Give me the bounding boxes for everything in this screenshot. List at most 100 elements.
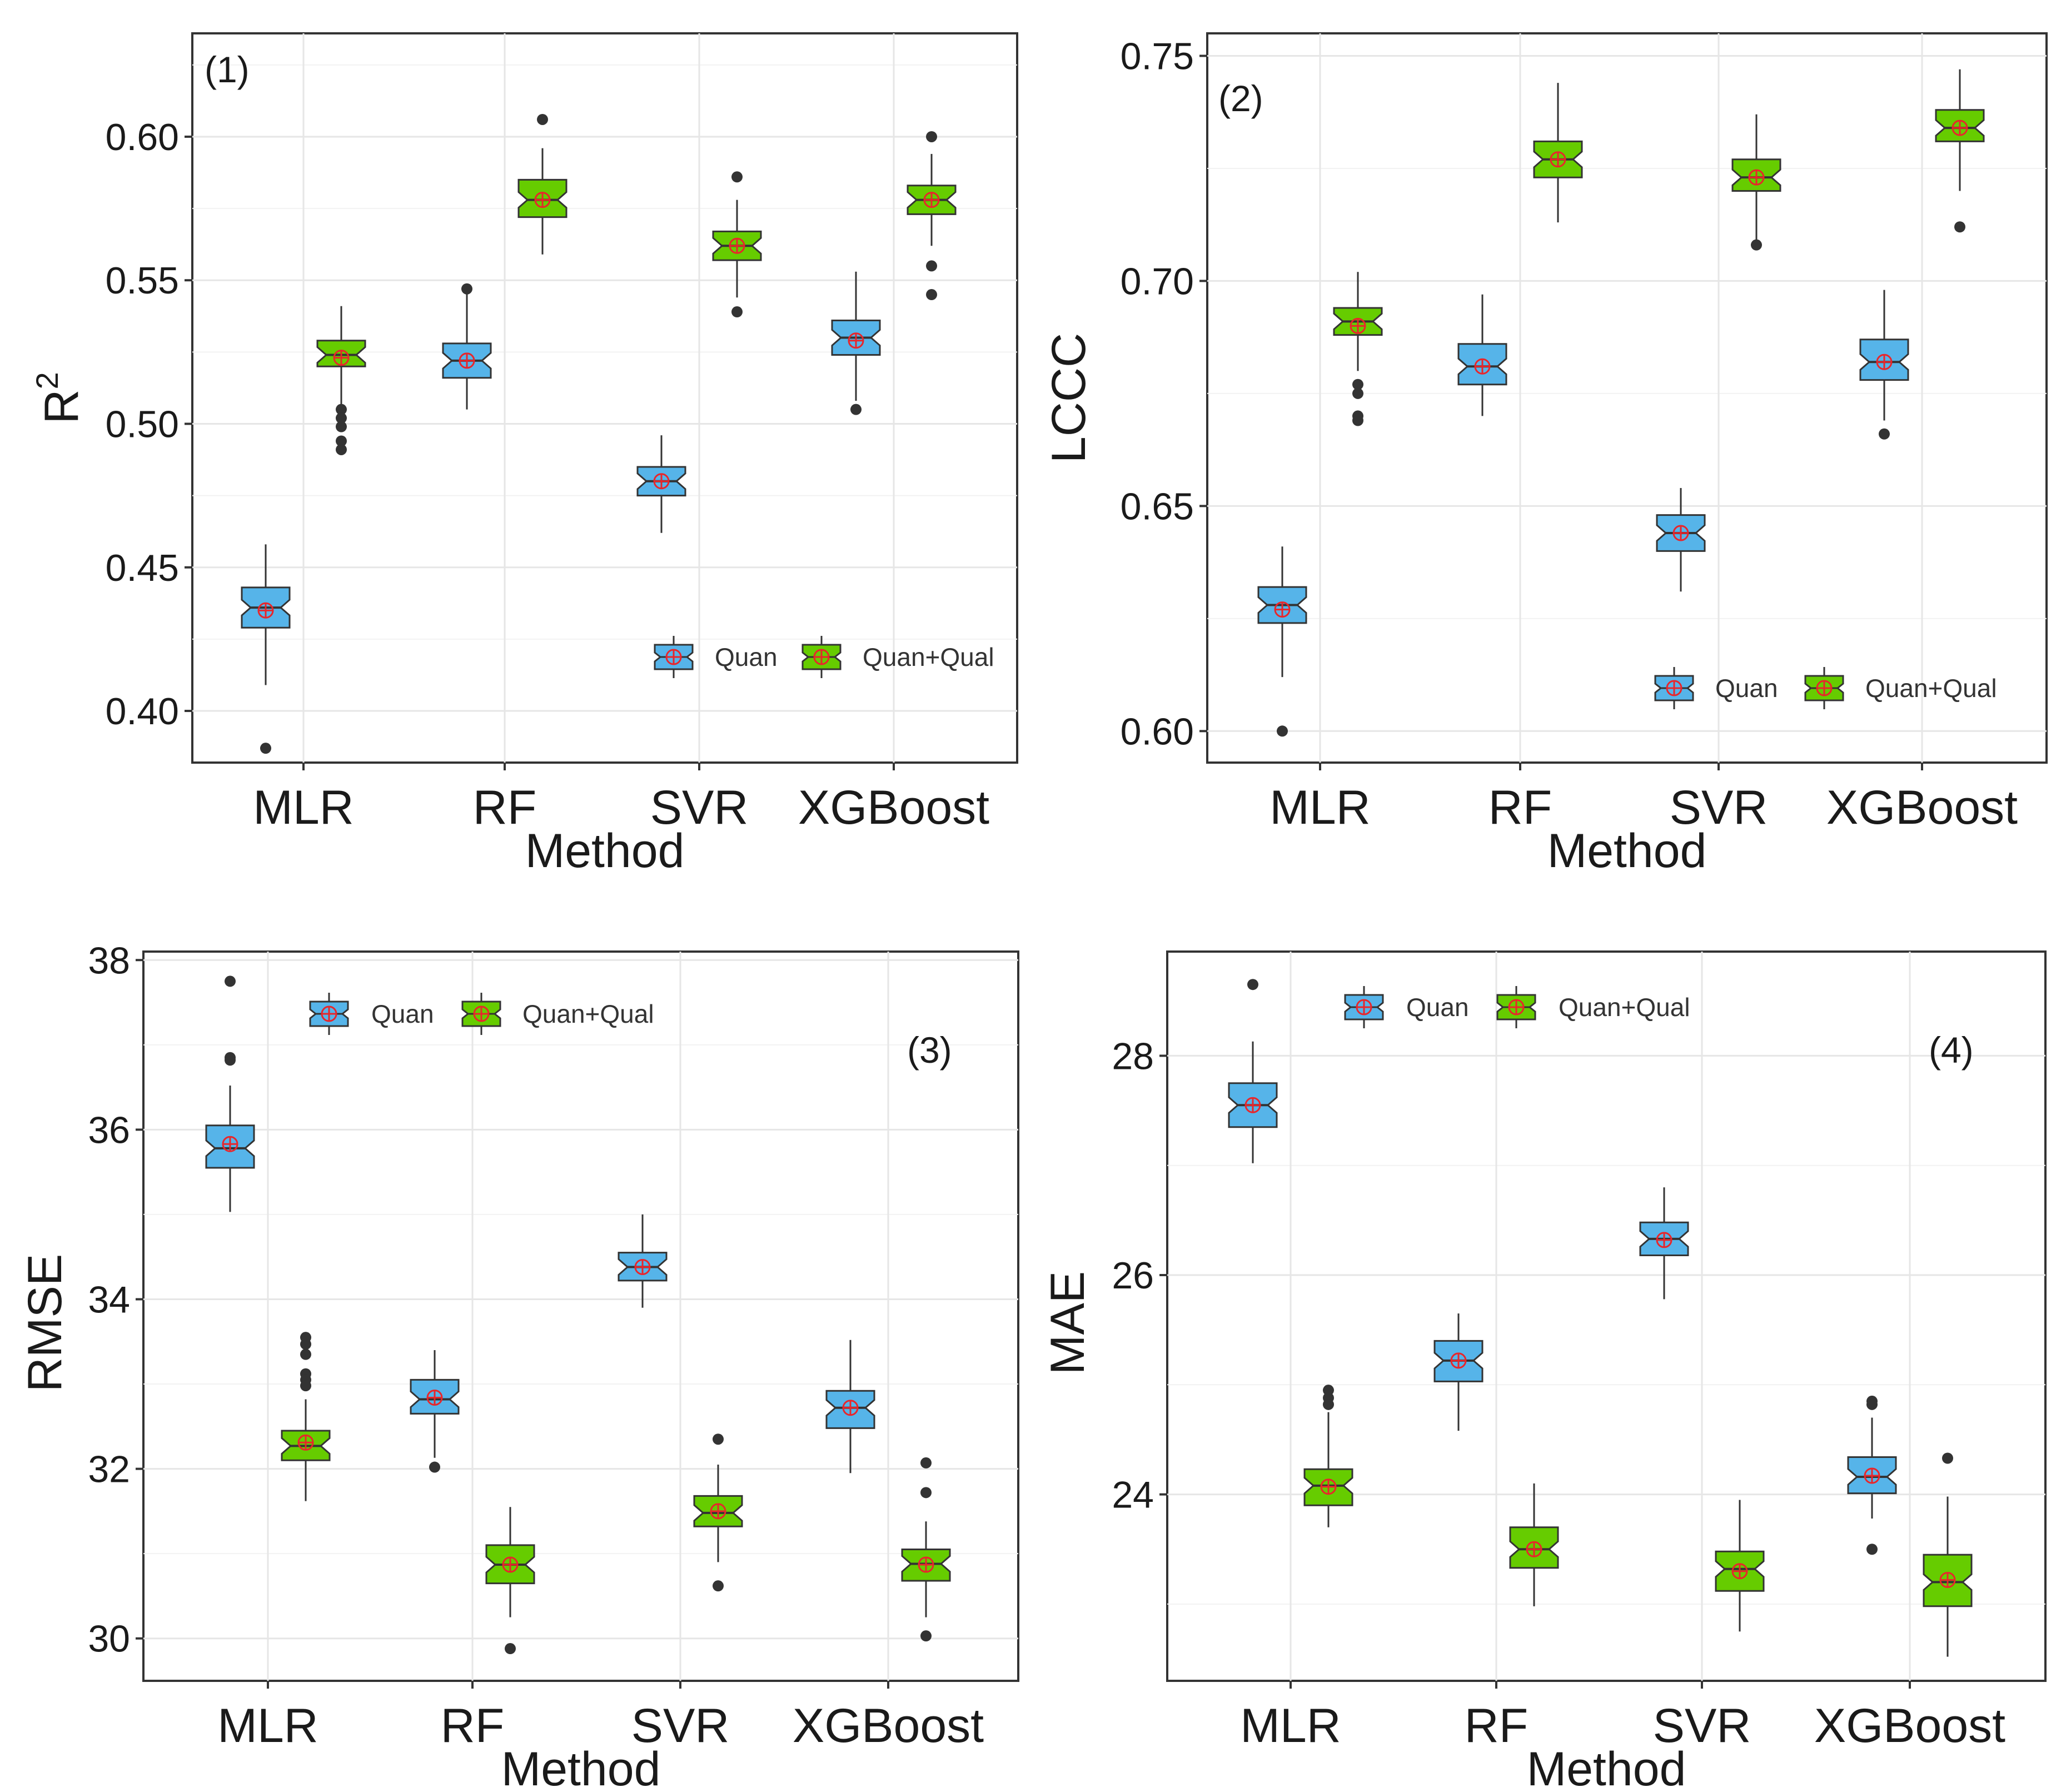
panel-3-category-rf: RF [441,1699,505,1753]
panel-1-y-title-base: R [35,390,88,424]
panel-2-quan-qual-svr-mean [1748,169,1765,186]
panel-4-category-rf: RF [1465,1699,1529,1753]
panel-3-quan-qual-xgboost-outlier-2 [920,1630,932,1642]
panel-2-quan-qual-mlr-outlier-0 [1352,379,1363,390]
panel-4-legend-quan-key [1344,986,1384,1028]
panel-3-quan-mlr-outlier-2 [225,1054,236,1066]
panel-4-category-mlr: MLR [1240,1699,1341,1753]
panel-2-quan-qual-svr-outlier-0 [1751,239,1762,251]
panel-1-quan-rf-box [442,283,492,410]
panel-4-legend-quan-key-mean-icon [1356,999,1372,1016]
panel-4-legend: Quan Quan+Qual [1344,986,1690,1028]
panel-2-quan-svr-mean [1672,525,1689,541]
panel-4-quan-qual-mlr-outlier-2 [1323,1398,1334,1410]
panel-4-legend-quan-label: Quan [1406,993,1469,1022]
panel-4-plot [1167,952,2045,1681]
panel-3-legend: Quan Quan+Qual [309,993,654,1035]
panel-3-quan-rf-outlier-0 [429,1461,440,1473]
panel-1-quan-qual-mlr-outlier-4 [336,444,347,455]
panel-2-quan-rf-box [1457,294,1507,416]
panel-3-quan-qual-mlr-outlier-1 [300,1338,311,1350]
panel-3-quan-mlr-outlier-0 [225,975,236,987]
panel-4-x-title: Method [1527,1743,1686,1792]
panel-4-quan-rf-mean [1450,1352,1467,1369]
panel-4-quan-qual-svr-box [1715,1500,1765,1632]
panel-4-quan-mlr-mean [1244,1097,1261,1113]
panel-1-y-tick-label-2: 0.50 [106,403,179,445]
panel-3-category-svr: SVR [631,1699,730,1753]
panel-1-plot [192,33,1017,763]
panel-1-y-tick-label-4: 0.60 [106,116,179,158]
panel-4-quan-qual-svr-mean [1731,1563,1748,1580]
panel-4-quan-qual-mlr-mean [1320,1479,1337,1495]
panel-4-quan-xgboost-mean [1864,1467,1880,1484]
panel-2-x-title: Method [1547,824,1707,878]
panel-1-quan-qual-mlr-box [316,306,366,455]
panel-1-y-title-sup: 2 [29,372,64,389]
panel-2-frame [1206,32,2048,764]
panel-2-y-tick-label-1: 0.65 [1121,485,1194,527]
panel-2-legend-quan-key-mean-icon [1666,680,1682,696]
panel-4-legend-qual-label: Quan+Qual [1559,993,1690,1022]
panel-2: (2) Method LCCC Quan Quan+Qual [1042,32,2048,878]
panel-3-tag: (3) [907,1029,952,1071]
panel-2-y-title: LCCC [1042,333,1096,463]
panel-1-quan-mlr-box [241,544,291,754]
panel-4-y-tick-label-1: 26 [1112,1255,1154,1297]
panel-3-y-tick-label-3: 36 [88,1109,130,1151]
panel-2-legend: Quan Quan+Qual [1654,667,1997,709]
panel-1-category-rf: RF [473,781,537,834]
panel-2-legend-quan-label: Quan [1715,674,1778,703]
panel-4-quan-qual-mlr-outlier-0 [1323,1385,1334,1396]
panel-3-plot [143,952,1018,1681]
panel-4-quan-rf-box [1433,1313,1483,1431]
panel-1-legend-qual-key [801,636,842,678]
panel-4-quan-svr-box [1639,1187,1689,1300]
panel-3-frame [142,950,1019,1682]
panel-2-quan-qual-rf-box [1533,83,1583,223]
panel-2-quan-qual-mlr-mean [1350,317,1366,334]
panel-2-category-rf: RF [1488,781,1552,834]
panel-1-y-tick-label-0: 0.40 [106,690,179,733]
panel-1-category-xgboost: XGBoost [798,781,989,834]
panel-3-quan-qual-xgboost-mean [918,1556,934,1573]
panel-3-quan-qual-rf-outlier-0 [505,1643,516,1655]
panel-3-category-xgboost: XGBoost [793,1699,984,1753]
panel-1-quan-xgboost-outlier-0 [850,404,862,415]
panel-1-quan-qual-mlr-mean [333,350,350,366]
panel-4-quan-xgboost-outlier-1 [1866,1398,1878,1410]
panel-3-quan-rf-box [410,1350,460,1473]
panel-2-y-tick-label-3: 0.75 [1121,35,1194,77]
panel-3-quan-mlr-box [205,975,255,1212]
panel-4-category-svr: SVR [1653,1699,1751,1753]
panel-2-quan-qual-rf-mean [1550,151,1566,168]
panel-1-quan-xgboost-box [831,271,881,415]
panel-1-quan-qual-xgboost-outlier-0 [926,131,937,142]
panel-2-category-mlr: MLR [1270,781,1371,834]
panel-4-quan-mlr-outlier-0 [1247,979,1258,990]
panel-4-quan-xgboost-outlier-2 [1866,1544,1878,1555]
panel-2-quan-xgboost-box [1859,290,1909,440]
panel-2-quan-xgboost-mean [1876,354,1893,370]
panel-1-y-tick-label-3: 0.55 [106,260,179,302]
panel-4-legend-qual-key-mean-icon [1508,999,1525,1016]
panel-3-quan-qual-svr-box [693,1433,743,1592]
panel-2-quan-qual-mlr-outlier-3 [1352,415,1363,426]
panel-1-quan-qual-svr-mean [729,237,745,254]
panel-3-y-title: RMSE [18,1254,72,1392]
panel-2-legend-quan-key [1654,667,1694,709]
panel-3-y-tick-label-1: 32 [88,1448,130,1491]
panel-1-legend-quan-key [654,636,694,678]
panel-3-legend-qual-key-mean-icon [473,1005,490,1022]
panel-3-category-mlr: MLR [217,1699,318,1753]
panel-2-legend-qual-label: Quan+Qual [1865,674,1997,703]
panel-3-quan-qual-svr-mean [710,1503,726,1520]
panel-2-quan-qual-mlr-outlier-1 [1352,387,1363,399]
panel-1-x-title: Method [525,824,685,878]
panel-2-quan-xgboost-outlier-0 [1879,428,1890,440]
panel-1-y-tick-label-1: 0.45 [106,547,179,589]
panel-1-quan-qual-mlr-outlier-1 [336,412,347,424]
panel-2-quan-qual-mlr-box [1333,272,1383,426]
panel-3: (3) Method RMSE Quan Quan+Qual [18,950,1019,1792]
panel-2-category-svr: SVR [1670,781,1768,834]
